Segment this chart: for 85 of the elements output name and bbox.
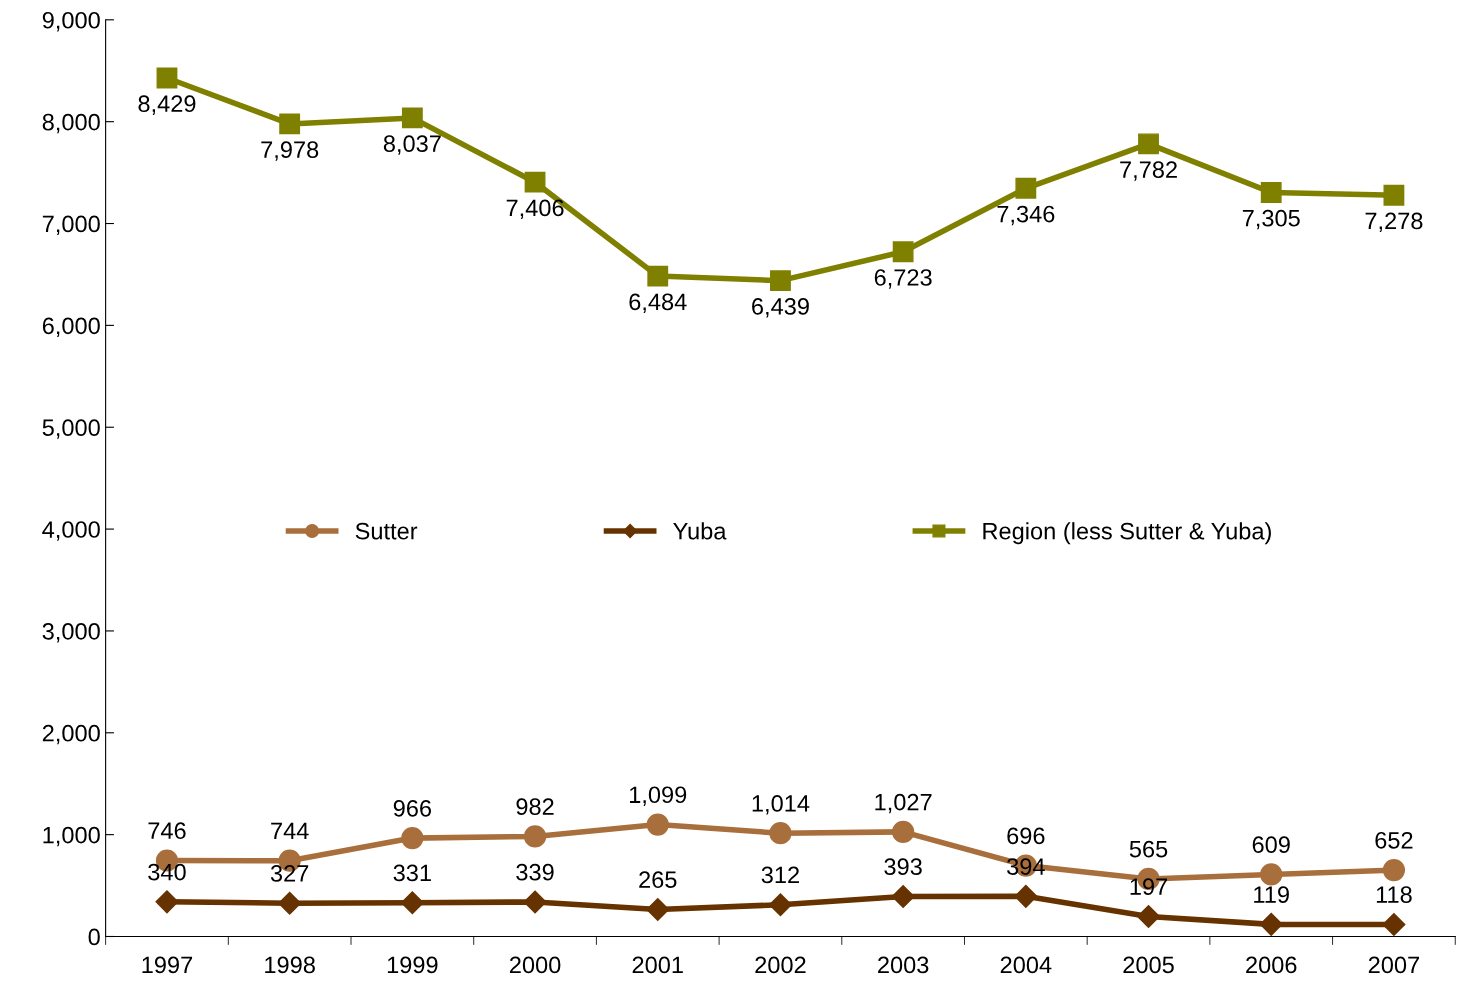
data-label: 265 — [639, 871, 677, 889]
data-label: 982 — [516, 798, 554, 816]
y-tick-label: 7,000 — [42, 215, 100, 236]
point — [1260, 182, 1282, 203]
data-label: 327 — [270, 865, 309, 882]
data-label: 7,278 — [1365, 212, 1423, 233]
x-tick-label: 2001 — [632, 956, 683, 974]
point — [278, 891, 302, 915]
point — [1260, 863, 1283, 886]
point — [1137, 904, 1161, 928]
x-tick-label: 1998 — [265, 956, 315, 974]
x-tick-label: 2004 — [1000, 956, 1052, 974]
point — [1014, 884, 1038, 908]
y-tick-label: 9,000 — [42, 11, 100, 32]
data-label: 652 — [1375, 831, 1413, 849]
point — [646, 813, 669, 836]
point — [400, 891, 424, 915]
point — [769, 822, 792, 845]
data-label: 6,484 — [629, 293, 687, 313]
data-label: 966 — [393, 799, 432, 817]
x-tick-label: 2002 — [755, 956, 806, 974]
data-label: 6,439 — [752, 298, 809, 318]
data-label: 7,406 — [506, 199, 564, 220]
point — [1015, 177, 1037, 199]
point — [770, 270, 791, 292]
y-tick-label: 8,000 — [42, 113, 100, 134]
x-tick-label: 2007 — [1368, 956, 1419, 974]
point — [1382, 858, 1406, 882]
point — [524, 171, 546, 193]
legend-label: Region (less Sutter & Yuba) — [983, 522, 1271, 545]
y-tick-label: 6,000 — [42, 317, 100, 337]
data-label: 1,027 — [875, 793, 932, 814]
legend-label: Yuba — [673, 522, 727, 540]
data-label: 393 — [884, 858, 922, 876]
point — [156, 67, 178, 89]
data-label: 1,099 — [630, 786, 687, 806]
data-label: 7,305 — [1242, 209, 1300, 230]
point — [523, 890, 547, 914]
point — [768, 893, 792, 917]
x-tick-label: 2003 — [878, 956, 929, 974]
x-tick-label: 2005 — [1123, 956, 1174, 974]
legend-label: Sutter — [355, 522, 418, 540]
point — [646, 898, 670, 922]
y-tick-label: 5,000 — [42, 419, 100, 439]
data-label: 6,723 — [874, 269, 932, 289]
data-label: 1,014 — [752, 795, 810, 815]
data-label: 7,978 — [261, 141, 319, 161]
y-tick-label: 3,000 — [42, 623, 100, 643]
data-label: 340 — [148, 863, 186, 881]
point — [523, 825, 547, 848]
data-label: 565 — [1129, 840, 1168, 858]
y-tick-label: 0 — [88, 928, 100, 946]
data-label: 197 — [1130, 878, 1168, 895]
data-label: 118 — [1376, 886, 1412, 904]
x-tick-label: 1999 — [387, 956, 438, 974]
data-label: 744 — [271, 822, 309, 840]
data-label: 7,346 — [997, 205, 1055, 226]
point — [1138, 133, 1159, 155]
y-tick-label: 1,000 — [43, 826, 100, 847]
point — [892, 820, 915, 844]
point — [891, 884, 915, 908]
x-tick-label: 2000 — [509, 956, 561, 974]
data-label: 609 — [1252, 836, 1290, 854]
data-label: 696 — [1007, 827, 1045, 845]
x-tick-label: 1997 — [142, 956, 193, 974]
data-label: 331 — [393, 864, 431, 882]
y-tick-label: 2,000 — [42, 724, 100, 745]
point — [1259, 912, 1283, 936]
data-label: 119 — [1254, 886, 1289, 903]
data-label: 8,037 — [383, 135, 441, 155]
point — [1383, 184, 1405, 206]
x-tick-label: 2006 — [1246, 956, 1297, 974]
data-label: 746 — [148, 822, 186, 840]
data-label: 312 — [761, 866, 799, 884]
y-tick-label: 4,000 — [42, 521, 100, 541]
data-label: 7,782 — [1120, 161, 1177, 181]
point — [401, 107, 423, 129]
point — [1382, 912, 1406, 936]
data-label: 339 — [516, 863, 554, 881]
point — [647, 265, 669, 287]
point — [279, 113, 301, 135]
point — [155, 890, 179, 914]
data-label: 8,429 — [138, 95, 196, 115]
point — [401, 826, 424, 850]
point — [892, 241, 914, 263]
